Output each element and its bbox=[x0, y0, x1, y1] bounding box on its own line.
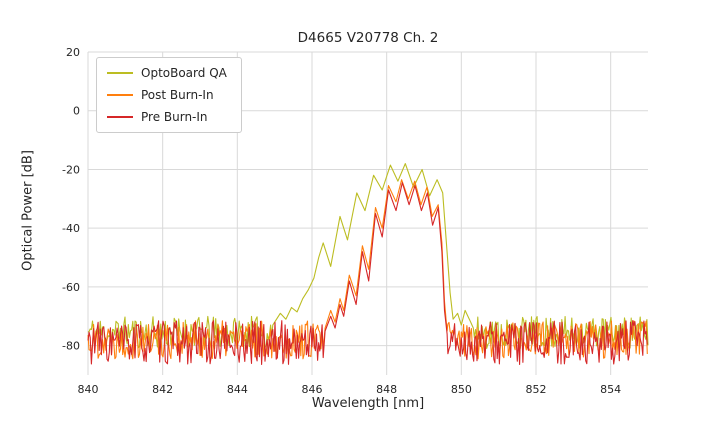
x-tick-label: 842 bbox=[152, 383, 173, 396]
series-optoboard-qa bbox=[87, 163, 649, 350]
y-tick-label: -60 bbox=[62, 281, 80, 294]
legend-label: Pre Burn-In bbox=[141, 110, 208, 124]
series-pre-burn-in bbox=[87, 182, 648, 366]
x-tick-label: 850 bbox=[451, 383, 472, 396]
y-axis-label: Optical Power [dB] bbox=[20, 150, 36, 271]
x-tick-label: 854 bbox=[600, 383, 621, 396]
y-tick-label: -40 bbox=[62, 222, 80, 235]
y-tick-label: 20 bbox=[66, 46, 80, 59]
legend-line-swatch bbox=[107, 72, 133, 74]
legend-line-swatch bbox=[107, 94, 133, 96]
y-tick-label: 0 bbox=[73, 105, 80, 118]
legend-line-swatch bbox=[107, 116, 133, 118]
legend: OptoBoard QA Post Burn-In Pre Burn-In bbox=[96, 57, 242, 133]
legend-label: OptoBoard QA bbox=[141, 66, 227, 80]
x-tick-label: 846 bbox=[302, 383, 323, 396]
x-tick-label: 852 bbox=[526, 383, 547, 396]
legend-item: OptoBoard QA bbox=[107, 66, 227, 80]
y-tick-label: -20 bbox=[62, 163, 80, 176]
x-tick-label: 840 bbox=[78, 383, 99, 396]
x-tick-label: 844 bbox=[227, 383, 248, 396]
chart-title: D4665 V20778 Ch. 2 bbox=[297, 30, 439, 46]
legend-label: Post Burn-In bbox=[141, 88, 214, 102]
legend-item: Post Burn-In bbox=[107, 88, 227, 102]
legend-item: Pre Burn-In bbox=[107, 110, 227, 124]
x-axis-label: Wavelength [nm] bbox=[311, 396, 425, 411]
x-tick-label: 848 bbox=[376, 383, 397, 396]
y-tick-label: -80 bbox=[62, 340, 80, 353]
